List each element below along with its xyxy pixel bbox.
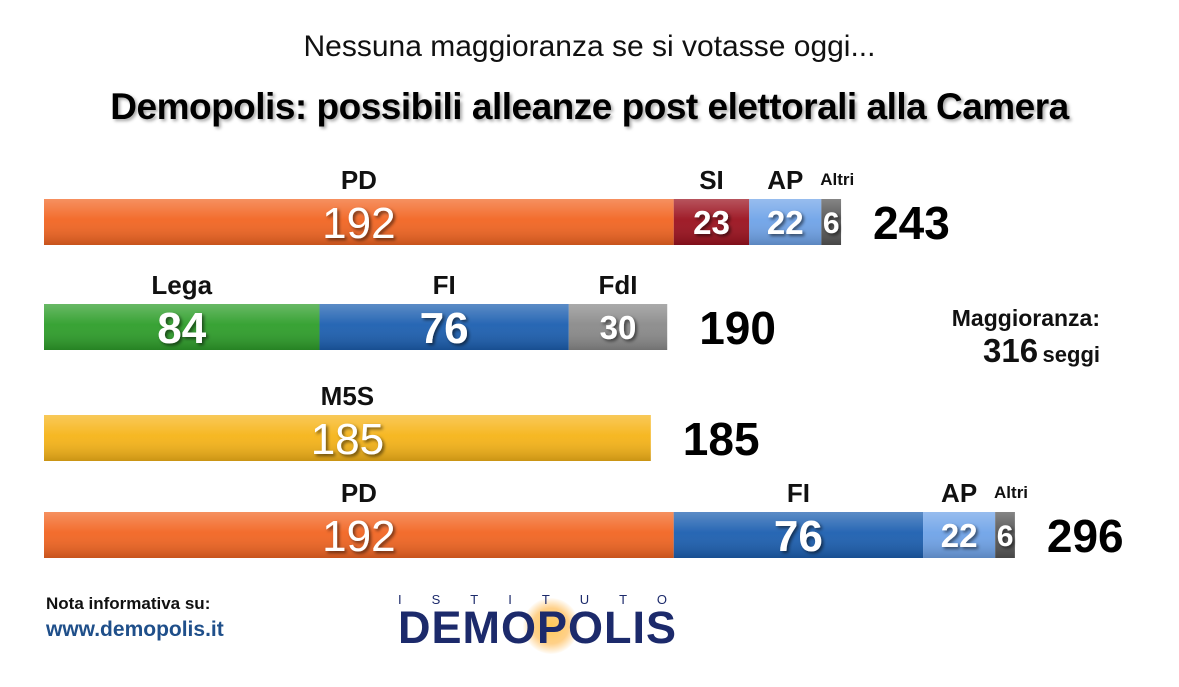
- bar-value-label: 22: [767, 204, 804, 241]
- party-label: SI: [699, 165, 724, 195]
- bar-value-label: 76: [420, 304, 469, 353]
- bar-value-label: 192: [322, 199, 395, 248]
- majority-unit: seggi: [1042, 342, 1100, 367]
- majority-note: Maggioranza: 316 seggi: [880, 305, 1100, 370]
- bar-segment-gloss: [923, 512, 996, 558]
- bar-segment-gloss: [44, 415, 651, 461]
- party-label: Altri: [994, 483, 1028, 502]
- bar-value-label: 192: [322, 512, 395, 561]
- bar-segment-gloss: [44, 304, 320, 350]
- party-label: AP: [941, 478, 977, 508]
- row-total-label: 243: [873, 197, 950, 249]
- bar-value-label: 30: [600, 309, 637, 346]
- bar-value-label: 185: [311, 415, 384, 464]
- row-total-label: 185: [683, 413, 760, 465]
- bar-segment-gloss: [44, 512, 674, 558]
- demopolis-logo: ISTITUTO DEMOPOLIS: [398, 590, 758, 660]
- bar-segment-gloss: [821, 199, 842, 245]
- logo-top-text: ISTITUTO: [398, 592, 697, 607]
- party-label: PD: [341, 478, 377, 508]
- party-label: Lega: [151, 270, 212, 300]
- row-total-label: 190: [699, 302, 776, 354]
- party-label: M5S: [321, 381, 374, 411]
- party-label: FI: [787, 478, 810, 508]
- footer-note: Nota informativa su:: [46, 594, 211, 613]
- logo-name: DEMOPOLIS: [398, 602, 678, 653]
- party-label: Altri: [820, 170, 854, 189]
- chart-title: Demopolis: possibili alleanze post elett…: [110, 86, 1069, 127]
- party-label: FI: [433, 270, 456, 300]
- bar-segment-gloss: [568, 304, 668, 350]
- bar-value-label: 84: [157, 304, 206, 353]
- party-label: PD: [341, 165, 377, 195]
- bar-segment-gloss: [995, 512, 1015, 558]
- majority-label: Maggioranza:: [951, 305, 1100, 331]
- party-label: AP: [767, 165, 803, 195]
- logo-glow: [523, 598, 579, 654]
- majority-value: 316: [983, 332, 1039, 369]
- bar-segment-gloss: [673, 512, 924, 558]
- row-total-label: 296: [1047, 510, 1124, 562]
- bar-segment-gloss: [319, 304, 569, 350]
- bar-value-label: 23: [693, 204, 730, 241]
- bar-segment-gloss: [749, 199, 822, 245]
- bar-value-label: 6: [997, 520, 1014, 553]
- bar-segment-gloss: [44, 199, 674, 245]
- bar-value-label: 6: [823, 207, 840, 240]
- footer-link[interactable]: www.demopolis.it: [46, 618, 224, 641]
- party-label: FdI: [599, 270, 638, 300]
- bar-segment-gloss: [673, 199, 750, 245]
- bar-value-label: 22: [941, 517, 978, 554]
- chart-subtitle: Nessuna maggioranza se si votasse oggi..…: [303, 30, 876, 63]
- bar-value-label: 76: [774, 512, 823, 561]
